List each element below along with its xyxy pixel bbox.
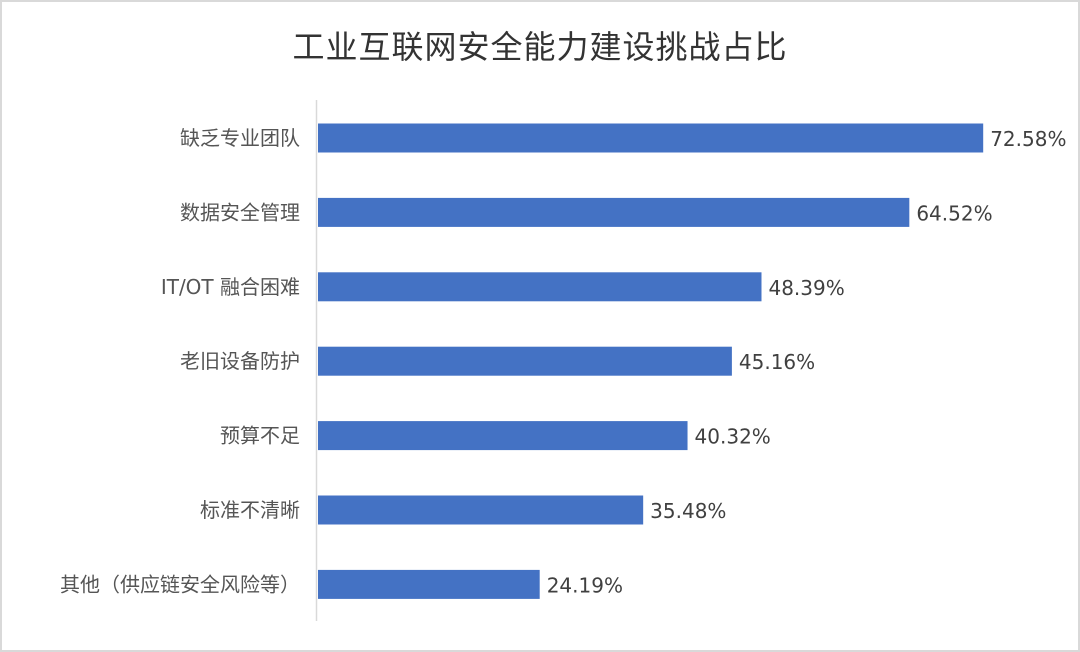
data-label: 64.52% bbox=[916, 201, 992, 225]
bar bbox=[318, 569, 540, 599]
category-label: 老旧设备防护 bbox=[180, 349, 300, 373]
data-label: 48.39% bbox=[768, 276, 844, 300]
data-label: 72.58% bbox=[990, 127, 1066, 151]
bar bbox=[318, 346, 732, 376]
category-label: IT/OT 融合困难 bbox=[161, 275, 300, 299]
data-label: 40.32% bbox=[695, 425, 771, 449]
bar bbox=[318, 197, 910, 227]
data-label: 35.48% bbox=[650, 499, 726, 523]
bar bbox=[318, 495, 644, 525]
category-label: 缺乏专业团队 bbox=[180, 126, 300, 150]
bar bbox=[318, 272, 762, 302]
chart-title: 工业互联网安全能力建设挑战占比 bbox=[292, 28, 788, 66]
category-label: 数据安全管理 bbox=[180, 200, 300, 224]
category-label: 标准不清晰 bbox=[200, 498, 300, 522]
data-label: 24.19% bbox=[547, 573, 623, 597]
bar bbox=[318, 123, 984, 153]
category-label: 预算不足 bbox=[220, 424, 300, 448]
bar bbox=[318, 421, 688, 451]
category-label: 其他（供应链安全风险等） bbox=[60, 572, 300, 596]
data-label: 45.16% bbox=[739, 350, 815, 374]
